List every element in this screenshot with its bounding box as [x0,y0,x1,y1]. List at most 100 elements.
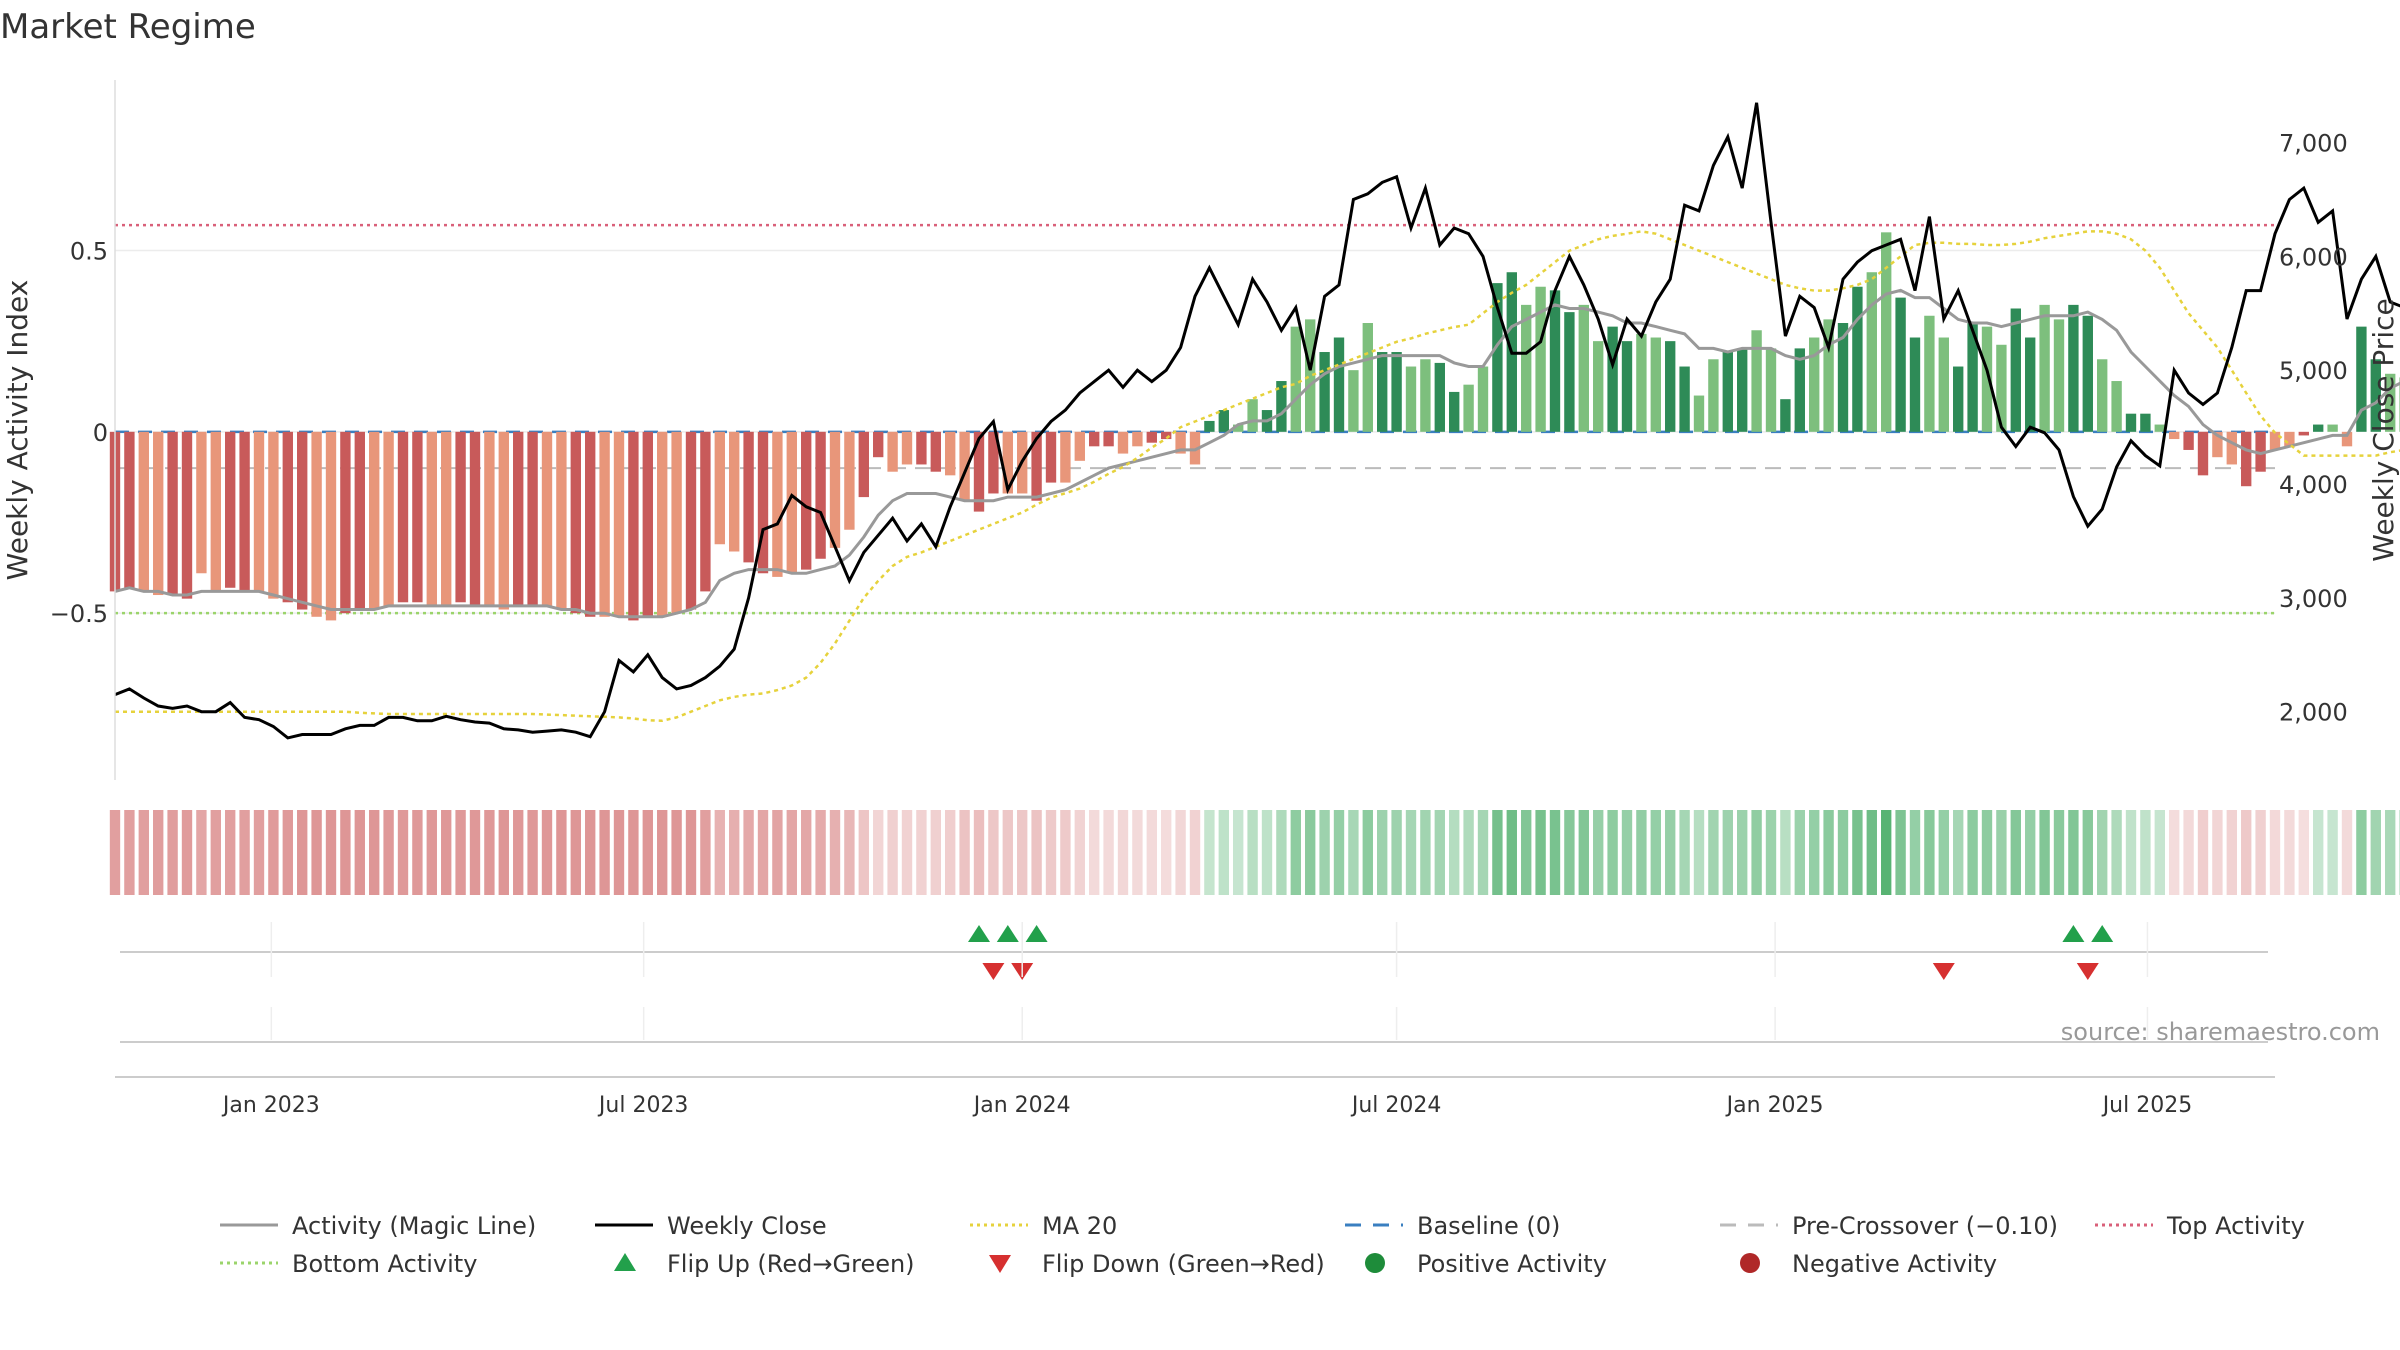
regime-strip-cell [973,810,985,895]
activity-bar [1305,319,1316,432]
activity-bar [1535,286,1546,432]
activity-bar [1290,326,1301,432]
regime-strip-cell [1247,810,1258,895]
activity-bar [1247,399,1258,432]
regime-strip-cell [1794,810,1805,895]
activity-bar [930,431,941,472]
regime-strip-cell [1737,810,1748,895]
y-tick-right: 4,000 [2279,471,2348,499]
regime-strip-cell [1636,810,1647,895]
activity-bar [1045,431,1057,483]
regime-strip-cell [138,810,149,895]
activity-bar [1089,431,1100,447]
activity-bar [1837,323,1849,432]
regime-strip-cell [1996,810,2007,895]
regime-strip-cell [2327,810,2338,895]
regime-strip-cell [498,810,509,895]
activity-bar [2025,337,2036,432]
legend-swatch [989,1255,1011,1273]
legend-item: Positive Activity [1365,1250,1607,1278]
regime-strip-cell [743,810,754,895]
activity-bar [1434,362,1445,432]
activity-bar [2341,431,2353,447]
activity-bar [916,431,927,465]
regime-strip-cell [167,810,178,895]
regime-strip-cell [527,810,538,895]
regime-strip-cell [1593,810,1604,895]
flip-up-marker [1025,925,1048,942]
regime-strip-cell [484,810,495,895]
regime-strip-cell [1578,810,1589,895]
activity-bar [1564,312,1575,432]
regime-strip-cell [1693,810,1705,895]
activity-bar [1031,431,1042,501]
activity-bar [1650,337,1661,432]
activity-bar [1636,333,1647,432]
activity-bar [153,431,164,596]
regime-strip-cell [2010,810,2021,895]
activity-bar [1866,272,1877,432]
ma20-line [115,230,2400,723]
regime-strip-cell [282,810,293,895]
regime-strip-cell [945,810,956,895]
regime-strip-cell [671,810,682,895]
regime-strip-cell [2212,810,2223,895]
regime-strip-cell [844,810,855,895]
activity-bar [2169,431,2180,440]
activity-bar [757,431,769,574]
regime-strip-cell [2341,810,2353,895]
regime-strip-cell [829,810,841,895]
regime-strip-cell [1722,810,1733,895]
activity-bar [1449,391,1460,432]
activity-bar [613,431,625,617]
regime-strip-cell [311,810,322,895]
activity-bar [412,431,423,603]
y-axis-left-label: Weekly Activity Index [1,280,34,581]
regime-strip-cell [513,810,524,895]
regime-strip-cell [153,810,164,895]
legend-label: Activity (Magic Line) [292,1212,536,1240]
regime-strip-cell [2154,810,2165,895]
regime-strip-cell [2125,810,2137,895]
legend-item: Top Activity [2095,1212,2305,1240]
legend-item: MA 20 [970,1212,1117,1240]
regime-strip-cell [729,810,740,895]
activity-bar [2111,381,2122,432]
regime-strip-cell [325,810,337,895]
activity-bar [484,431,495,606]
activity-bar [297,431,308,610]
source-note: source: sharemaestro.com [2061,1018,2380,1046]
regime-strip-cell [1953,810,1964,895]
activity-bar [527,431,538,606]
regime-strip-cell [297,810,308,895]
regime-strip-cell [253,810,265,895]
regime-strip-cell [1751,810,1762,895]
legend-label: Bottom Activity [292,1250,477,1278]
regime-strip-cell [2241,810,2252,895]
regime-strip-cell [354,810,365,895]
regime-strip-cell [1780,810,1791,895]
activity-bar [1103,431,1114,447]
regime-strip-cell [1175,810,1186,895]
regime-strip-cell [1233,810,1244,895]
y-tick-right: 2,000 [2279,699,2348,727]
regime-strip-cell [1765,810,1777,895]
x-axis: Jan 2023 Jul 2023 Jan 2024 Jul 2024 Jan 2025… [115,922,2275,1118]
regime-strip-cell [1117,810,1129,895]
activity-bar [541,431,553,606]
regime-strip-cell [2068,810,2079,895]
regime-strip-cell [1261,810,1273,895]
regime-strip-cell [369,810,380,895]
activity-bar [1074,431,1085,461]
legend-swatch [1740,1253,1760,1273]
x-tick-label: Jul 2023 [597,1093,689,1118]
activity-bar [2327,424,2338,432]
y-axis-right-label: Weekly Close Price [2367,298,2400,561]
activity-bar [282,431,293,603]
regime-strip-cell [556,810,567,895]
regime-strip-cell [340,810,351,895]
activity-bar [1722,352,1733,432]
activity-bar [369,431,380,610]
regime-strip-cell [657,810,668,895]
regime-strip-cell [1132,810,1143,895]
